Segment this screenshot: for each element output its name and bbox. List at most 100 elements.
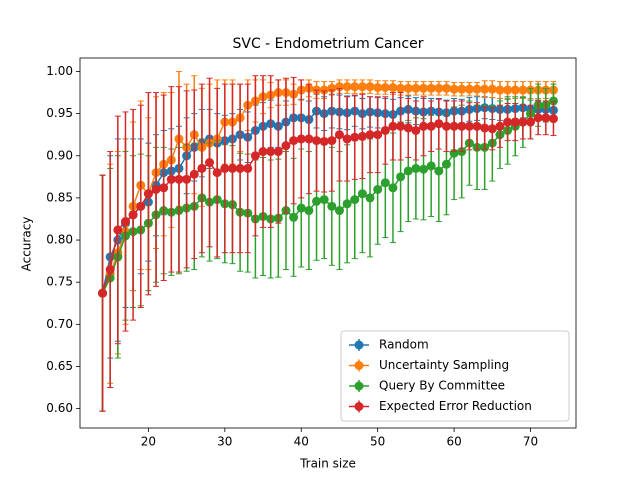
marker: [457, 84, 467, 94]
marker: [365, 82, 375, 92]
marker: [419, 164, 429, 174]
marker: [273, 147, 283, 157]
marker: [548, 114, 558, 124]
marker: [365, 130, 375, 140]
marker: [548, 96, 558, 106]
marker: [319, 195, 329, 205]
y-tick-label: 0.70: [46, 317, 73, 331]
marker: [426, 83, 436, 93]
marker: [296, 134, 306, 144]
marker: [365, 193, 375, 203]
marker: [350, 132, 360, 142]
marker: [503, 117, 513, 127]
marker: [327, 136, 337, 146]
marker: [136, 201, 146, 211]
marker: [327, 83, 337, 93]
x-tick-label: 30: [217, 435, 232, 449]
marker: [304, 134, 314, 144]
marker: [533, 113, 543, 123]
marker: [457, 121, 467, 131]
marker: [518, 85, 528, 95]
chart-title: SVC - Endometrium Cancer: [232, 36, 423, 52]
marker: [541, 113, 551, 123]
marker: [518, 117, 528, 127]
marker: [151, 184, 161, 194]
legend-marker: [354, 381, 364, 391]
x-tick-label: 60: [446, 435, 461, 449]
marker: [342, 199, 352, 209]
marker: [250, 151, 260, 161]
marker: [334, 82, 344, 92]
marker: [357, 131, 367, 141]
marker: [434, 166, 444, 176]
marker: [98, 288, 108, 298]
marker: [289, 212, 299, 222]
marker: [105, 265, 115, 275]
marker: [426, 121, 436, 131]
marker: [411, 83, 421, 93]
x-tick-label: 50: [370, 435, 385, 449]
marker: [312, 196, 322, 206]
marker: [503, 85, 513, 95]
marker: [472, 121, 482, 131]
marker: [281, 141, 291, 151]
marker: [396, 172, 406, 182]
marker: [258, 147, 268, 157]
legend-marker: [354, 361, 364, 370]
marker: [373, 184, 383, 194]
x-tick-label: 40: [294, 435, 309, 449]
marker: [182, 174, 192, 184]
legend-marker: [354, 402, 364, 411]
plot-frame: [79, 57, 577, 429]
marker: [319, 136, 329, 146]
marker: [166, 174, 176, 184]
marker: [411, 125, 421, 135]
marker: [357, 82, 367, 92]
y-tick-label: 0.60: [46, 401, 73, 415]
marker: [197, 163, 207, 173]
marker: [510, 117, 520, 127]
marker: [495, 121, 505, 131]
marker: [143, 189, 153, 199]
marker: [174, 174, 184, 184]
marker: [334, 206, 344, 216]
x-tick-label: 70: [523, 435, 538, 449]
marker: [350, 82, 360, 92]
marker: [403, 123, 413, 133]
legend: Random Uncertainty Sampling Query By Commi…: [340, 330, 570, 422]
marker: [411, 163, 421, 173]
marker: [449, 148, 459, 158]
marker: [510, 85, 520, 95]
marker: [120, 217, 130, 227]
marker: [205, 158, 215, 168]
marker: [403, 83, 413, 93]
marker: [441, 121, 451, 131]
marker: [128, 210, 138, 220]
marker: [342, 134, 352, 144]
marker: [464, 84, 474, 94]
marker: [449, 121, 459, 131]
marker: [380, 82, 390, 92]
marker: [419, 121, 429, 131]
y-tick-label: 0.85: [46, 190, 73, 204]
legend-marker: [354, 340, 364, 350]
marker: [396, 83, 406, 93]
marker: [350, 195, 360, 205]
y-axis-label: Accuracy: [20, 217, 34, 272]
marker: [480, 123, 490, 133]
marker: [373, 82, 383, 92]
marker: [334, 130, 344, 140]
marker: [342, 82, 352, 92]
y-tick-label: 0.75: [46, 275, 73, 289]
marker: [327, 201, 337, 211]
marker: [373, 130, 383, 140]
marker: [212, 168, 222, 178]
legend-label: Random: [379, 338, 429, 352]
series: [98, 75, 558, 412]
marker: [357, 189, 367, 199]
marker: [426, 161, 436, 171]
y-tick-label: 0.65: [46, 359, 73, 373]
marker: [495, 85, 505, 95]
marker: [380, 125, 390, 135]
legend-box: [340, 330, 570, 422]
